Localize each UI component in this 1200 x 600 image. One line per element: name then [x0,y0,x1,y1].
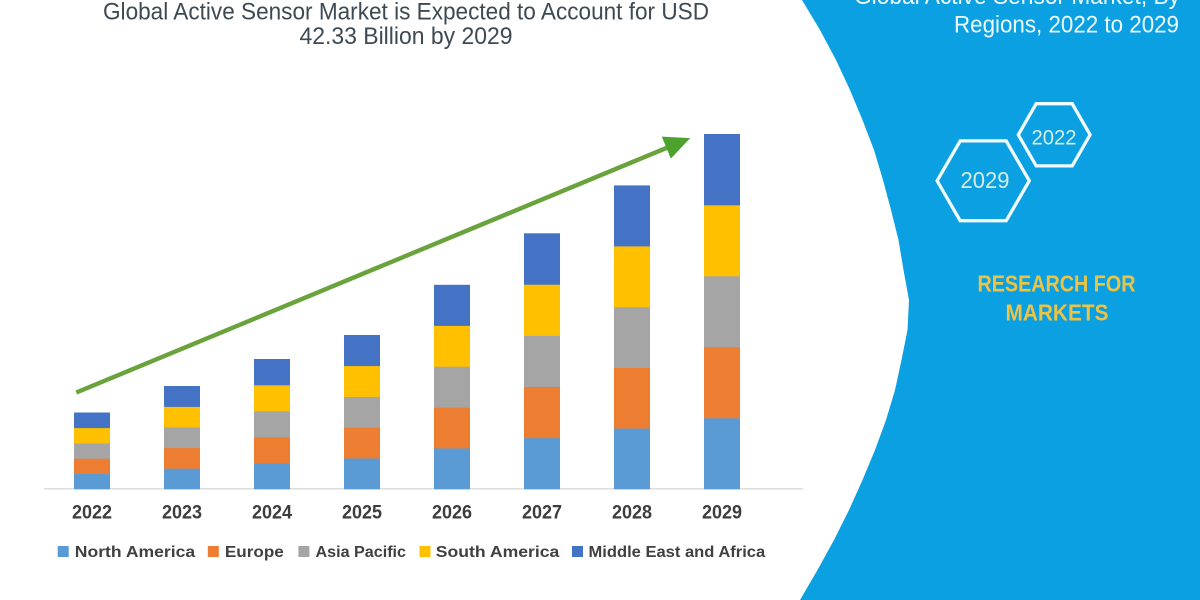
svg-text:2026: 2026 [432,503,472,524]
svg-text:Middle East and Africa: Middle East and Africa [589,544,766,561]
svg-text:2029: 2029 [961,167,1010,193]
svg-text:Global Active Sensor Market is: Global Active Sensor Market is Expected … [103,0,709,26]
svg-text:2029: 2029 [702,503,742,524]
svg-text:2022: 2022 [1032,125,1077,149]
svg-text:MARKETS: MARKETS [1006,300,1109,326]
svg-text:Global Active Sensor Market, B: Global Active Sensor Market, By [854,0,1180,10]
svg-text:North America: North America [75,544,195,561]
svg-text:2028: 2028 [612,503,652,524]
svg-text:Regions, 2022 to 2029: Regions, 2022 to 2029 [954,12,1179,39]
svg-text:RESEARCH FOR: RESEARCH FOR [978,271,1136,297]
svg-text:Europe: Europe [225,544,284,561]
svg-text:2024: 2024 [252,503,292,524]
svg-text:South America: South America [436,544,560,561]
svg-text:2022: 2022 [72,503,112,524]
svg-text:Asia Pacific: Asia Pacific [316,544,407,561]
svg-text:2025: 2025 [342,503,382,524]
svg-text:2023: 2023 [162,503,202,524]
svg-text:2027: 2027 [522,503,562,524]
svg-text:42.33 Billion by 2029: 42.33 Billion by 2029 [300,23,513,50]
